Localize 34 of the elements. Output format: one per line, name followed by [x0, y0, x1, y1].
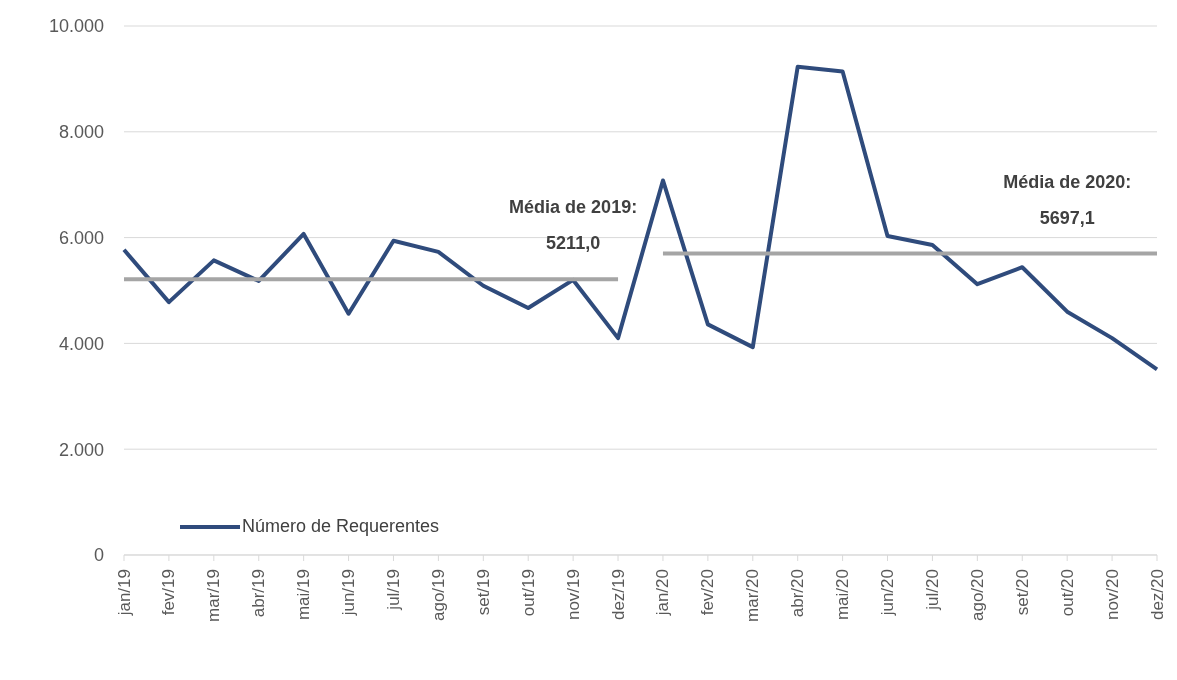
x-tick-label: jan/20 [653, 569, 673, 617]
x-tick-label: set/20 [1012, 569, 1032, 616]
x-tick-label: out/20 [1057, 569, 1077, 617]
y-tick-label: 0 [93, 545, 104, 566]
x-tick-label: fev/19 [159, 569, 179, 616]
x-tick-label: fev/20 [698, 569, 718, 616]
x-tick-label: mar/19 [204, 569, 224, 622]
x-tick-label: jul/20 [922, 569, 942, 611]
y-tick-label: 2.000 [58, 439, 104, 460]
x-tick-label: jun/19 [339, 569, 359, 617]
x-tick-label: jun/20 [878, 569, 898, 617]
x-tick-label: mai/20 [833, 569, 853, 621]
x-tick-label: abr/19 [249, 569, 269, 618]
x-tick-label: set/19 [473, 569, 493, 616]
y-tick-label: 6.000 [58, 227, 104, 248]
annotation: Média de 2020: 5697,1 [1003, 171, 1132, 228]
x-tick-label: out/19 [518, 569, 538, 617]
x-tick-label: mai/19 [294, 569, 314, 621]
x-tick-label: ago/19 [428, 569, 448, 621]
x-tick-label: abr/20 [788, 569, 808, 618]
y-tick-label: 10.000 [48, 16, 104, 37]
y-tick-label: 8.000 [58, 122, 104, 143]
line-series [122, 64, 1159, 372]
x-tick-label: nov/20 [1102, 569, 1122, 621]
y-tick-label: 4.000 [58, 333, 104, 354]
x-tick-label: jul/19 [383, 569, 403, 611]
x-tick-label: mar/20 [743, 569, 763, 622]
x-tick-label: ago/20 [967, 569, 987, 621]
annotation: Média de 2019: 5211,0 [509, 197, 638, 254]
x-tick-label: jan/19 [114, 569, 134, 617]
x-tick-label: nov/19 [563, 569, 583, 621]
legend-label: Número de Requerentes [242, 516, 440, 537]
x-tick-label: dez/19 [608, 569, 628, 621]
x-tick-label: dez/20 [1147, 569, 1167, 621]
